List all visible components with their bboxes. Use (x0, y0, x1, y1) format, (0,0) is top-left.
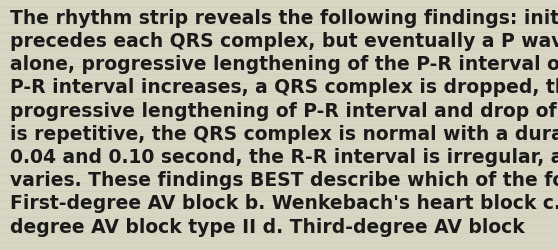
Text: The rhythm strip reveals the following findings: initially a P wave
precedes eac: The rhythm strip reveals the following f… (10, 9, 558, 236)
